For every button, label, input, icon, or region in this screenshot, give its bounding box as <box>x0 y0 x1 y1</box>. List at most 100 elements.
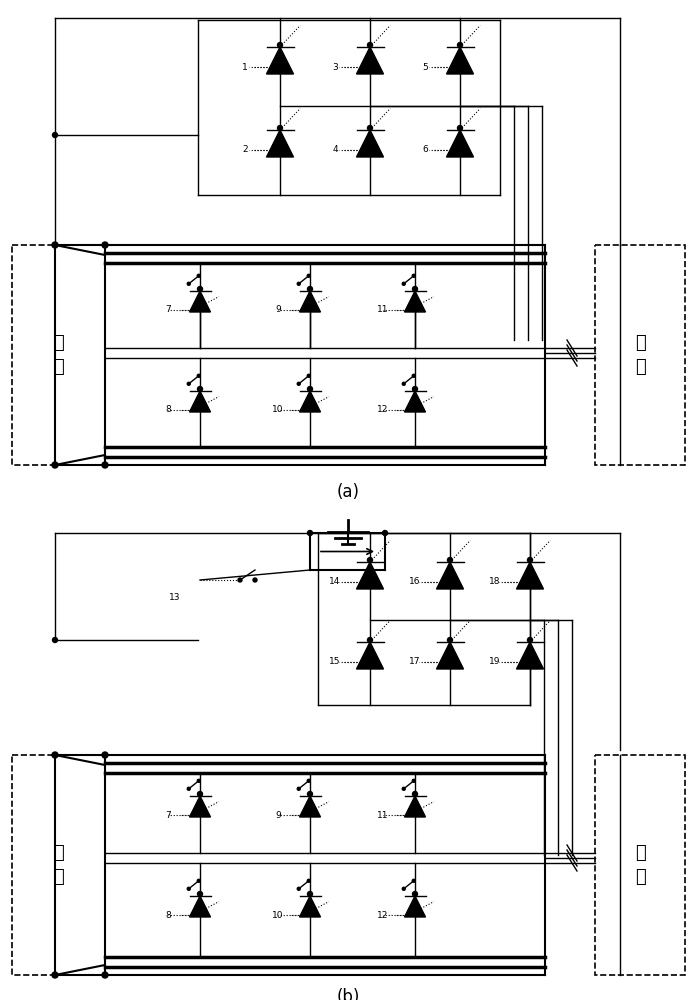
Circle shape <box>307 374 310 377</box>
Polygon shape <box>436 562 464 589</box>
Text: 19: 19 <box>489 658 500 666</box>
Circle shape <box>253 578 257 582</box>
Circle shape <box>457 42 463 47</box>
Circle shape <box>367 42 372 47</box>
Text: 电: 电 <box>53 334 64 352</box>
Circle shape <box>413 792 418 796</box>
Text: 9: 9 <box>275 306 281 314</box>
Circle shape <box>52 638 57 643</box>
Text: 6: 6 <box>422 145 428 154</box>
Circle shape <box>402 887 405 890</box>
Polygon shape <box>447 47 473 74</box>
Circle shape <box>102 752 108 758</box>
Circle shape <box>412 274 415 277</box>
FancyBboxPatch shape <box>595 755 685 975</box>
Circle shape <box>367 558 372 562</box>
Circle shape <box>307 792 312 796</box>
Text: 电: 电 <box>635 844 645 862</box>
Polygon shape <box>300 896 321 917</box>
Circle shape <box>197 892 203 896</box>
Circle shape <box>197 374 200 377</box>
Polygon shape <box>266 130 293 157</box>
Circle shape <box>447 638 452 643</box>
Polygon shape <box>436 642 464 669</box>
FancyBboxPatch shape <box>12 755 105 975</box>
Circle shape <box>197 879 200 882</box>
Circle shape <box>187 382 190 385</box>
Polygon shape <box>516 562 544 589</box>
Polygon shape <box>447 130 473 157</box>
Circle shape <box>102 462 108 468</box>
Circle shape <box>297 382 300 385</box>
Text: 14: 14 <box>329 578 341 586</box>
Text: 11: 11 <box>377 810 389 820</box>
Text: 17: 17 <box>409 658 421 666</box>
Circle shape <box>297 887 300 890</box>
Polygon shape <box>300 291 321 312</box>
Polygon shape <box>190 291 210 312</box>
Text: 11: 11 <box>377 306 389 314</box>
Polygon shape <box>300 796 321 817</box>
Circle shape <box>187 887 190 890</box>
Polygon shape <box>404 796 425 817</box>
Circle shape <box>367 638 372 643</box>
Text: 7: 7 <box>165 810 171 820</box>
Text: 12: 12 <box>377 406 389 414</box>
Text: 2: 2 <box>242 145 248 154</box>
Polygon shape <box>190 796 210 817</box>
FancyBboxPatch shape <box>12 245 105 465</box>
Text: 16: 16 <box>409 578 421 586</box>
Polygon shape <box>266 47 293 74</box>
Circle shape <box>307 530 312 536</box>
Circle shape <box>197 386 203 391</box>
Circle shape <box>102 242 108 248</box>
Text: (a): (a) <box>337 483 360 501</box>
Circle shape <box>307 779 310 782</box>
Text: 10: 10 <box>273 406 284 414</box>
Circle shape <box>277 125 282 130</box>
Text: 4: 4 <box>332 145 338 154</box>
Circle shape <box>187 787 190 790</box>
Text: 3: 3 <box>332 62 338 72</box>
Circle shape <box>52 242 58 248</box>
Circle shape <box>412 374 415 377</box>
Text: 13: 13 <box>169 593 181 602</box>
Text: 7: 7 <box>165 306 171 314</box>
Text: 8: 8 <box>165 406 171 414</box>
Polygon shape <box>356 47 383 74</box>
Text: 机: 机 <box>635 868 645 886</box>
Polygon shape <box>356 562 383 589</box>
Circle shape <box>238 578 242 582</box>
Text: 15: 15 <box>329 658 341 666</box>
Circle shape <box>383 530 388 536</box>
Text: 12: 12 <box>377 910 389 920</box>
Circle shape <box>297 282 300 285</box>
Circle shape <box>412 779 415 782</box>
Circle shape <box>528 638 533 643</box>
Text: 电: 电 <box>635 334 645 352</box>
Circle shape <box>197 779 200 782</box>
Polygon shape <box>404 391 425 412</box>
Polygon shape <box>190 896 210 917</box>
Circle shape <box>307 286 312 292</box>
Polygon shape <box>404 896 425 917</box>
Circle shape <box>413 286 418 292</box>
Circle shape <box>307 386 312 391</box>
Circle shape <box>52 132 57 137</box>
Circle shape <box>102 972 108 978</box>
Polygon shape <box>190 391 210 412</box>
Text: 5: 5 <box>422 62 428 72</box>
Text: (b): (b) <box>337 988 360 1000</box>
Text: 源: 源 <box>53 358 64 376</box>
Polygon shape <box>356 130 383 157</box>
Text: 8: 8 <box>165 910 171 920</box>
Polygon shape <box>516 642 544 669</box>
Polygon shape <box>404 291 425 312</box>
Circle shape <box>297 787 300 790</box>
Circle shape <box>402 382 405 385</box>
Circle shape <box>402 282 405 285</box>
Polygon shape <box>356 642 383 669</box>
FancyBboxPatch shape <box>595 245 685 465</box>
Circle shape <box>197 274 200 277</box>
Circle shape <box>528 558 533 562</box>
